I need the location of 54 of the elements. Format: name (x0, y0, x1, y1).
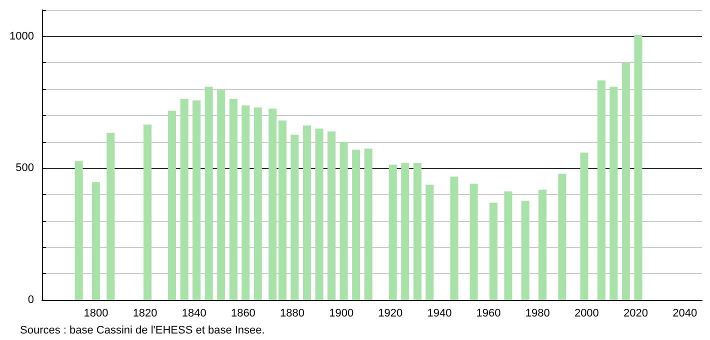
bar (290, 134, 299, 300)
x-tick-label: 1980 (525, 308, 550, 320)
bar (504, 191, 512, 300)
bar (180, 98, 188, 300)
bar (192, 100, 201, 300)
bar (229, 98, 238, 300)
bar (144, 124, 152, 300)
bar (168, 110, 176, 300)
bar (426, 184, 434, 300)
bar (352, 150, 360, 300)
bar (558, 174, 566, 300)
bar (622, 62, 630, 300)
bar (340, 142, 348, 300)
source-note: Sources : base Cassini de l'EHESS et base Insee. (20, 324, 265, 336)
bar (401, 162, 410, 300)
bar (521, 200, 530, 300)
y-tick-label: 1000 (10, 30, 34, 42)
x-tick-label: 2040 (672, 308, 698, 320)
x-tick-label: 1920 (378, 308, 403, 320)
x-tick-label: 1860 (230, 308, 256, 320)
x-tick-label: 1880 (280, 308, 304, 320)
x-tick-label: 1840 (182, 308, 206, 320)
x-tick-label: 1960 (476, 308, 501, 320)
bar (302, 125, 311, 300)
bar (489, 202, 498, 300)
bar (364, 148, 372, 300)
bar (388, 164, 397, 300)
bar (242, 105, 250, 300)
x-tick-label: 1820 (132, 308, 158, 320)
bar (470, 184, 478, 300)
y-tick-label: 500 (16, 162, 34, 174)
bar (597, 80, 606, 300)
bar (315, 128, 324, 300)
bar (74, 161, 83, 300)
bar (580, 152, 588, 300)
bar (450, 176, 458, 300)
x-tick-label: 1900 (329, 308, 354, 320)
bar (278, 120, 286, 300)
bar (217, 90, 226, 300)
bar (538, 190, 547, 300)
bar (106, 132, 115, 300)
y-tick-label: 0 (28, 294, 34, 306)
bar (268, 108, 277, 300)
bar (328, 132, 336, 300)
bar (610, 86, 618, 300)
x-tick-label: 1940 (427, 308, 452, 320)
bar (204, 86, 213, 300)
x-tick-label: 2020 (624, 308, 648, 320)
bar (634, 35, 642, 300)
x-tick-label: 2000 (574, 308, 599, 320)
bar (254, 108, 262, 300)
bar (413, 162, 422, 300)
x-tick-label: 1800 (84, 308, 108, 320)
bar (92, 182, 100, 300)
